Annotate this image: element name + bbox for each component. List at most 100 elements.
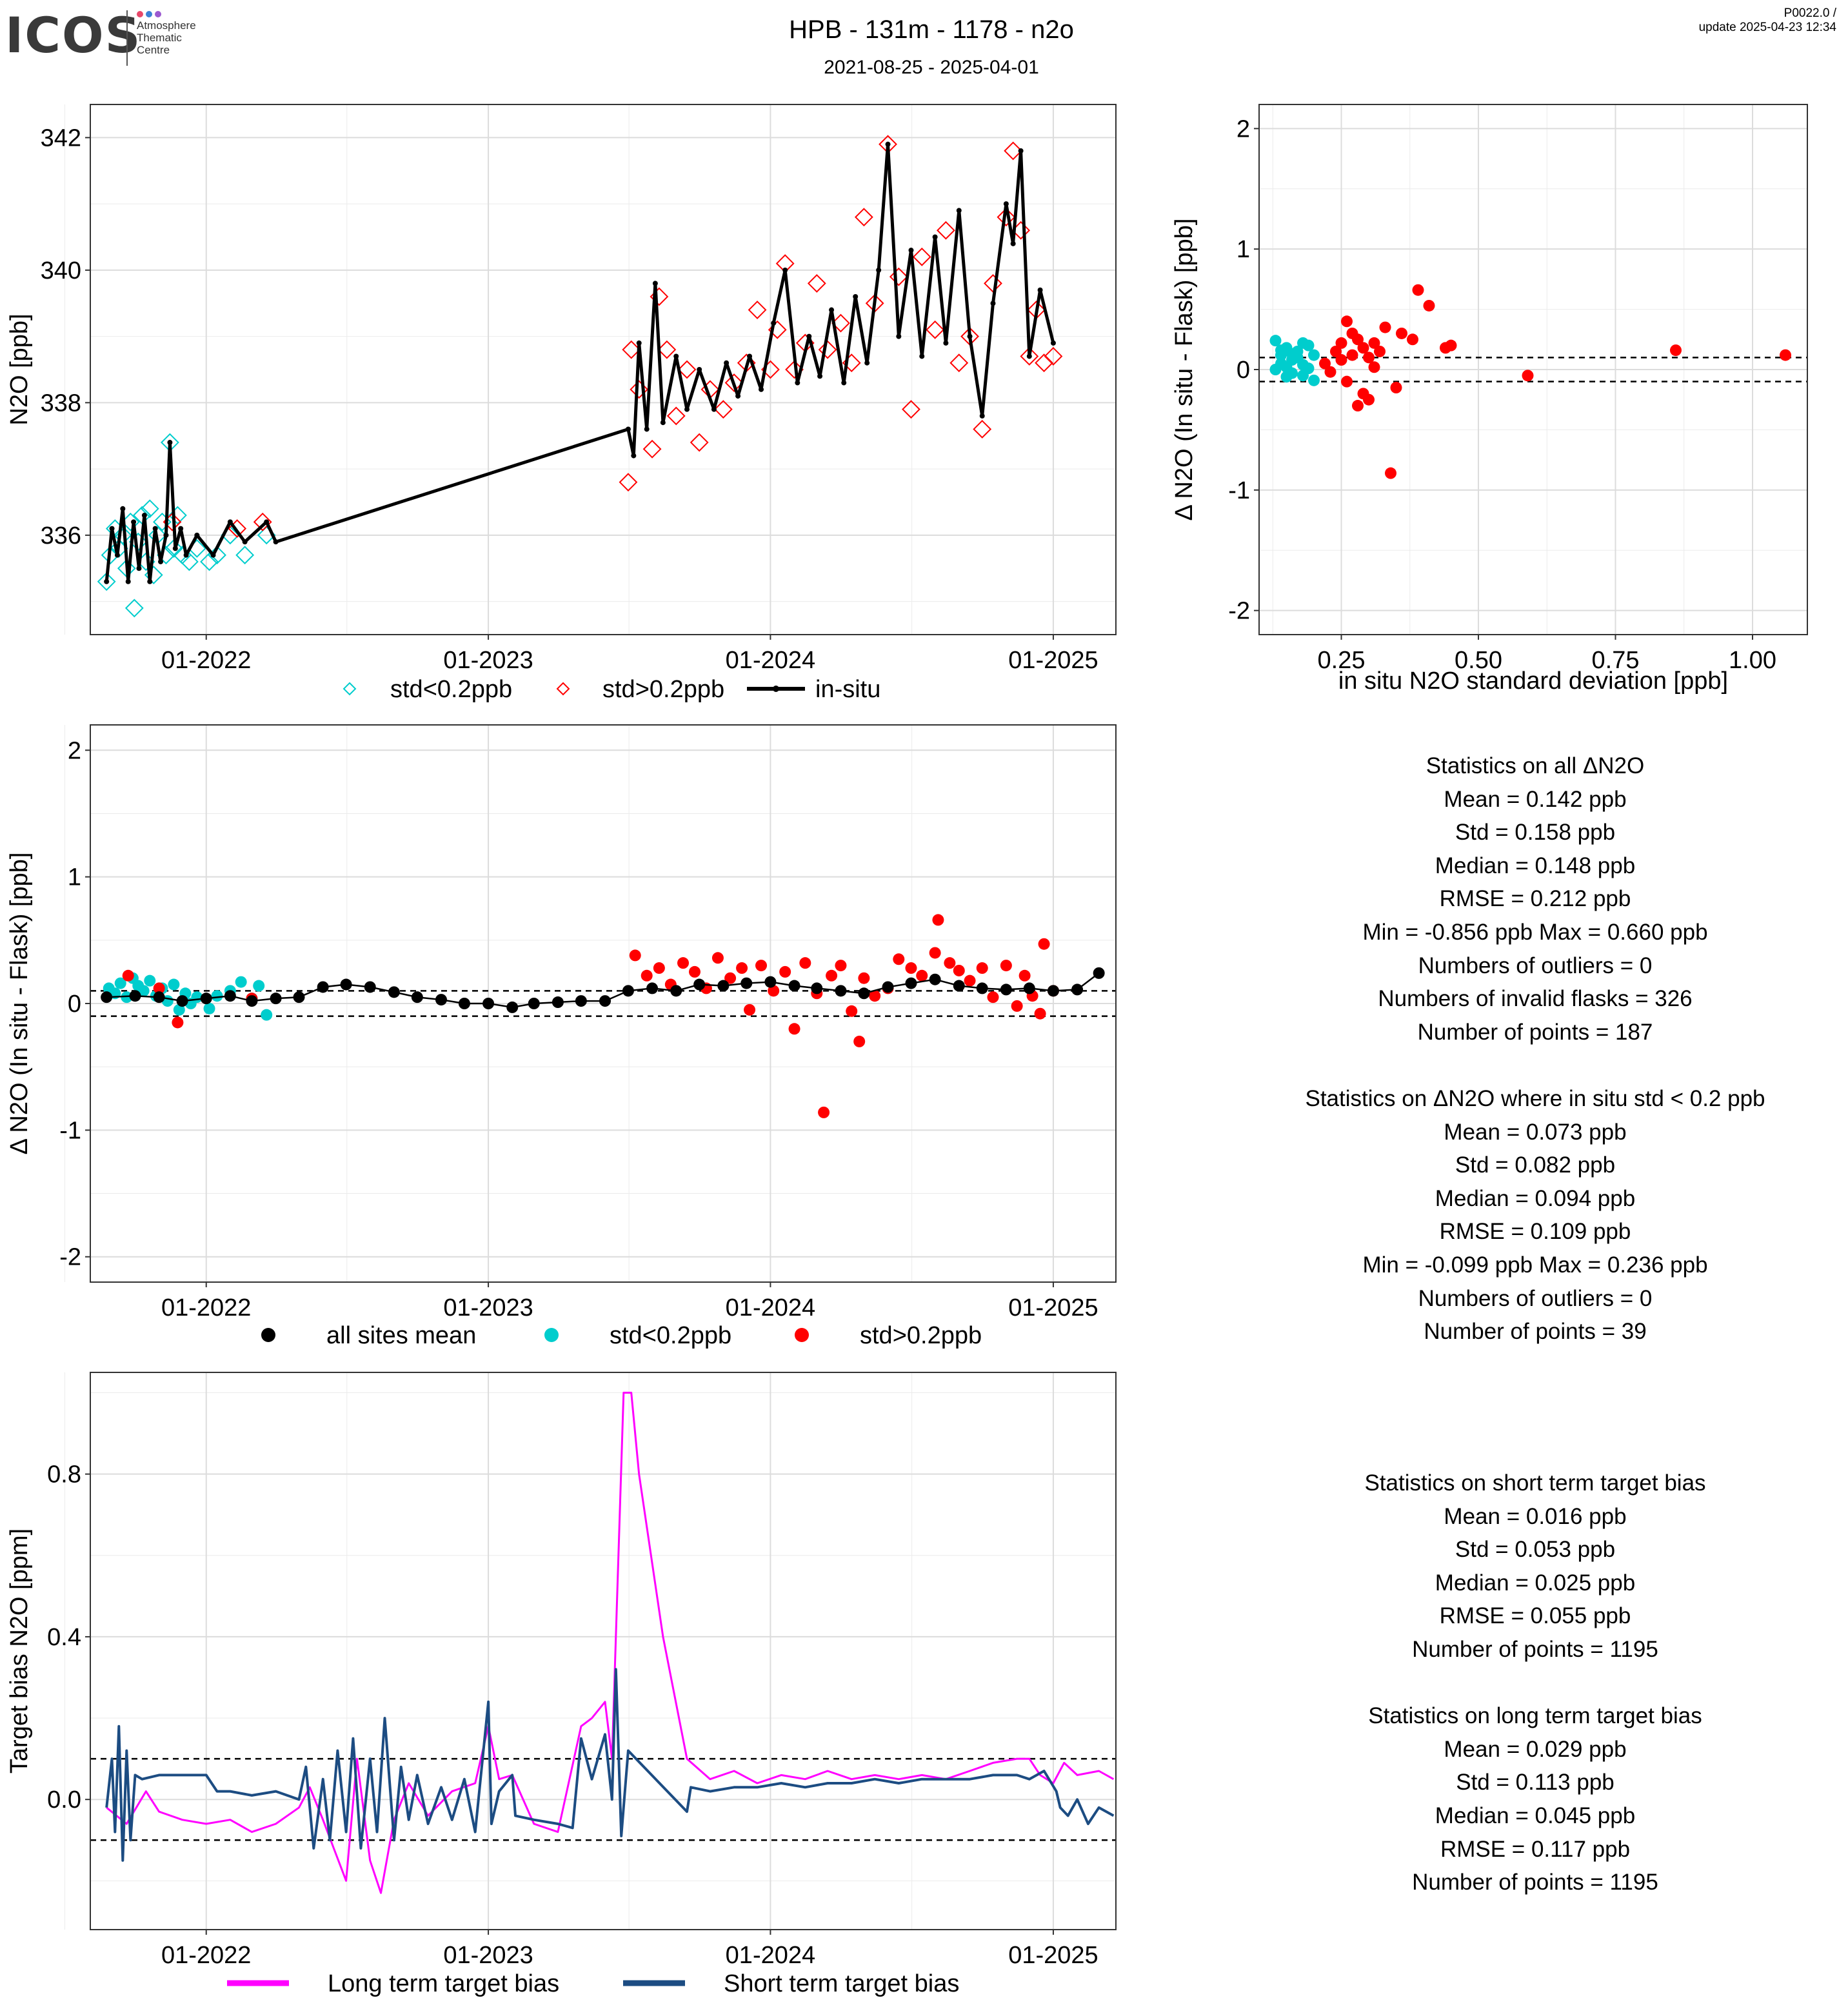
data-point [652, 281, 658, 286]
data-point [1385, 467, 1396, 479]
data-point [735, 393, 741, 399]
data-point [270, 993, 282, 1005]
data-point-diamond [164, 539, 183, 558]
data-point [990, 301, 996, 306]
data-point [1423, 299, 1435, 311]
legend-label: std<0.2ppb [390, 676, 512, 703]
data-point [1407, 333, 1418, 346]
data-point-diamond [140, 499, 159, 519]
data-point [1379, 321, 1391, 333]
y-axis-title: Δ N2O (In situ - Flask) [ppb] [1171, 219, 1198, 521]
data-point [1396, 327, 1407, 339]
stats-line: RMSE = 0.055 ppb [1439, 1603, 1631, 1629]
data-point-diamond [619, 473, 638, 492]
x-tick-label: 01-2024 [726, 1294, 815, 1321]
data-point [144, 974, 156, 987]
data-point-diamond [854, 208, 873, 227]
data-point [835, 985, 847, 997]
plot-border [90, 104, 1117, 635]
data-point [1010, 241, 1016, 246]
data-point [736, 962, 748, 974]
data-point [916, 969, 928, 982]
legend-label: all sites mean [326, 1322, 476, 1349]
data-point [670, 985, 682, 997]
data-point [1335, 337, 1347, 349]
data-point [1050, 340, 1056, 346]
logo-dots [137, 9, 164, 21]
data-point [684, 406, 690, 412]
data-point [740, 977, 753, 989]
legend-label: Short term target bias [724, 1970, 959, 1997]
data-point [242, 539, 248, 545]
data-point [458, 998, 470, 1009]
data-point [711, 406, 717, 412]
x-tick-label: 01-2024 [726, 647, 815, 674]
data-point [653, 962, 665, 974]
data-point [158, 559, 164, 564]
x-tick-label: 0.50 [1455, 647, 1502, 674]
y-tick-label: 2 [68, 737, 81, 764]
data-point [929, 973, 941, 985]
stats-line: Numbers of invalid flasks = 326 [1378, 986, 1693, 1012]
y-tick-label: 338 [41, 390, 81, 417]
data-point [1003, 201, 1009, 207]
y-tick-label: -1 [1228, 477, 1250, 504]
x-tick-label: 0.25 [1318, 647, 1366, 674]
data-point [1670, 344, 1682, 357]
stats-line: Number of points = 1195 [1412, 1636, 1658, 1662]
data-point-diamond [984, 274, 1002, 293]
stats-line: Mean = 0.073 ppb [1444, 1119, 1627, 1145]
data-point [1302, 362, 1315, 375]
data-point [636, 340, 642, 346]
data-point [1363, 393, 1375, 406]
data-point [908, 248, 914, 253]
data-point [178, 526, 184, 531]
data-point [114, 552, 120, 558]
x-tick-label: 01-2025 [1008, 1942, 1098, 1969]
stats-line: Median = 0.148 ppb [1435, 853, 1636, 878]
data-point [964, 974, 976, 987]
update-label: update 2025-04-23 12:34 [1698, 21, 1836, 34]
data-point [764, 976, 777, 988]
data-point [882, 981, 894, 993]
data-point [246, 995, 258, 1007]
data-point [717, 980, 730, 992]
data-point [876, 267, 882, 273]
stats-line: RMSE = 0.109 ppb [1439, 1219, 1631, 1245]
data-point-diamond [912, 247, 931, 266]
legend-label: std>0.2ppb [860, 1322, 982, 1349]
data-point [1368, 361, 1380, 373]
data-point [944, 957, 956, 969]
data-point-diamond [818, 340, 837, 359]
stats-line: Numbers of outliers = 0 [1418, 1285, 1653, 1311]
data-point [858, 987, 870, 1000]
stats-line: Number of points = 39 [1424, 1319, 1647, 1345]
data-point [1352, 400, 1364, 412]
logo-sub-line: Thematic [137, 32, 182, 44]
data-point-diamond [889, 267, 908, 286]
x-tick-label: 01-2022 [161, 1294, 251, 1321]
stats-line: Numbers of outliers = 0 [1418, 953, 1653, 978]
y-tick-label: 2 [1237, 115, 1250, 143]
data-point [1352, 333, 1364, 346]
data-point [1390, 382, 1402, 394]
data-point [104, 578, 110, 584]
data-point-diamond [630, 380, 649, 399]
data-point [411, 991, 423, 1004]
data-point [1018, 148, 1024, 153]
data-point-diamond [200, 552, 219, 571]
data-point [114, 977, 126, 989]
data-point [858, 972, 870, 984]
data-point [176, 995, 188, 1007]
data-point [818, 1106, 830, 1118]
data-point [660, 420, 666, 426]
y-tick-label: 342 [41, 124, 81, 152]
data-point [688, 965, 700, 978]
data-point [1026, 353, 1032, 359]
data-point [1308, 349, 1320, 361]
data-point [551, 996, 564, 1009]
data-point [131, 519, 137, 525]
data-point [893, 953, 905, 965]
data-point [1093, 967, 1105, 979]
data-point [976, 962, 988, 974]
